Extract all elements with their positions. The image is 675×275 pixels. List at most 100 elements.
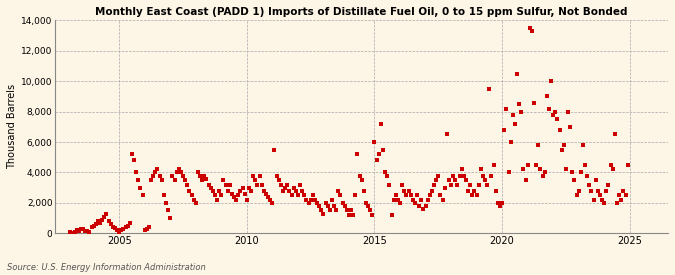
Point bbox=[601, 189, 612, 193]
Point bbox=[180, 178, 190, 182]
Point bbox=[554, 128, 565, 132]
Point bbox=[246, 189, 256, 193]
Point bbox=[267, 201, 278, 205]
Point bbox=[388, 198, 399, 202]
Point bbox=[173, 167, 184, 172]
Point bbox=[497, 201, 508, 205]
Point bbox=[448, 173, 458, 178]
Point bbox=[259, 189, 269, 193]
Point bbox=[573, 189, 584, 193]
Point bbox=[452, 182, 463, 187]
Point bbox=[65, 230, 76, 234]
Point bbox=[539, 170, 550, 175]
Point bbox=[118, 227, 129, 231]
Point bbox=[556, 147, 567, 152]
Point bbox=[244, 185, 254, 190]
Point bbox=[595, 193, 605, 197]
Point bbox=[120, 225, 131, 229]
Point bbox=[484, 87, 495, 91]
Point bbox=[82, 229, 92, 234]
Point bbox=[360, 201, 371, 205]
Point bbox=[441, 132, 452, 137]
Point bbox=[190, 201, 201, 205]
Point bbox=[364, 208, 375, 213]
Point bbox=[569, 178, 580, 182]
Point bbox=[292, 193, 303, 197]
Point bbox=[92, 219, 103, 223]
Point bbox=[377, 147, 388, 152]
Point bbox=[256, 182, 267, 187]
Point bbox=[369, 140, 380, 144]
Point bbox=[224, 182, 235, 187]
Point bbox=[95, 221, 105, 225]
Point bbox=[301, 198, 312, 202]
Point bbox=[182, 182, 192, 187]
Point bbox=[475, 167, 486, 172]
Point bbox=[139, 228, 150, 232]
Point bbox=[299, 193, 310, 197]
Point bbox=[67, 230, 78, 235]
Point bbox=[501, 106, 512, 111]
Point bbox=[248, 173, 259, 178]
Point bbox=[439, 185, 450, 190]
Point bbox=[171, 170, 182, 175]
Point bbox=[344, 213, 354, 217]
Point bbox=[103, 219, 114, 223]
Point bbox=[74, 229, 84, 233]
Point bbox=[616, 198, 626, 202]
Point bbox=[216, 193, 227, 197]
Point bbox=[469, 189, 480, 193]
Point bbox=[109, 226, 120, 230]
Point bbox=[220, 182, 231, 187]
Point bbox=[467, 193, 478, 197]
Point bbox=[176, 170, 186, 175]
Point bbox=[133, 178, 144, 182]
Point bbox=[603, 182, 614, 187]
Point bbox=[593, 189, 603, 193]
Point bbox=[384, 182, 395, 187]
Point bbox=[114, 230, 125, 234]
Point bbox=[275, 182, 286, 187]
Point bbox=[325, 208, 335, 213]
Point bbox=[240, 192, 250, 196]
Point bbox=[107, 225, 118, 229]
Point bbox=[203, 182, 214, 187]
Point bbox=[154, 173, 165, 178]
Point bbox=[122, 224, 133, 228]
Point bbox=[348, 213, 358, 217]
Point bbox=[582, 173, 593, 178]
Point bbox=[575, 170, 586, 175]
Point bbox=[514, 102, 524, 106]
Point bbox=[620, 193, 631, 197]
Point bbox=[111, 228, 122, 232]
Point bbox=[169, 178, 180, 182]
Point bbox=[282, 182, 293, 187]
Point bbox=[273, 178, 284, 182]
Text: Source: U.S. Energy Information Administration: Source: U.S. Energy Information Administ… bbox=[7, 263, 205, 272]
Point bbox=[269, 147, 280, 152]
Point bbox=[161, 201, 171, 205]
Point bbox=[72, 228, 82, 232]
Point bbox=[192, 170, 203, 175]
Point bbox=[265, 198, 275, 202]
Point bbox=[227, 192, 238, 196]
Point bbox=[342, 208, 352, 213]
Point bbox=[571, 193, 582, 197]
Point bbox=[152, 167, 163, 172]
Point bbox=[329, 204, 340, 208]
Point bbox=[410, 201, 421, 205]
Point bbox=[320, 201, 331, 205]
Point bbox=[305, 198, 316, 202]
Point bbox=[312, 201, 323, 205]
Point bbox=[548, 112, 559, 117]
Point bbox=[322, 204, 333, 208]
Point bbox=[333, 189, 344, 193]
Point bbox=[541, 94, 552, 99]
Point bbox=[284, 189, 295, 193]
Point bbox=[516, 109, 526, 114]
Point bbox=[199, 173, 210, 178]
Point bbox=[358, 189, 369, 193]
Point bbox=[167, 173, 178, 178]
Point bbox=[499, 128, 510, 132]
Point bbox=[395, 201, 406, 205]
